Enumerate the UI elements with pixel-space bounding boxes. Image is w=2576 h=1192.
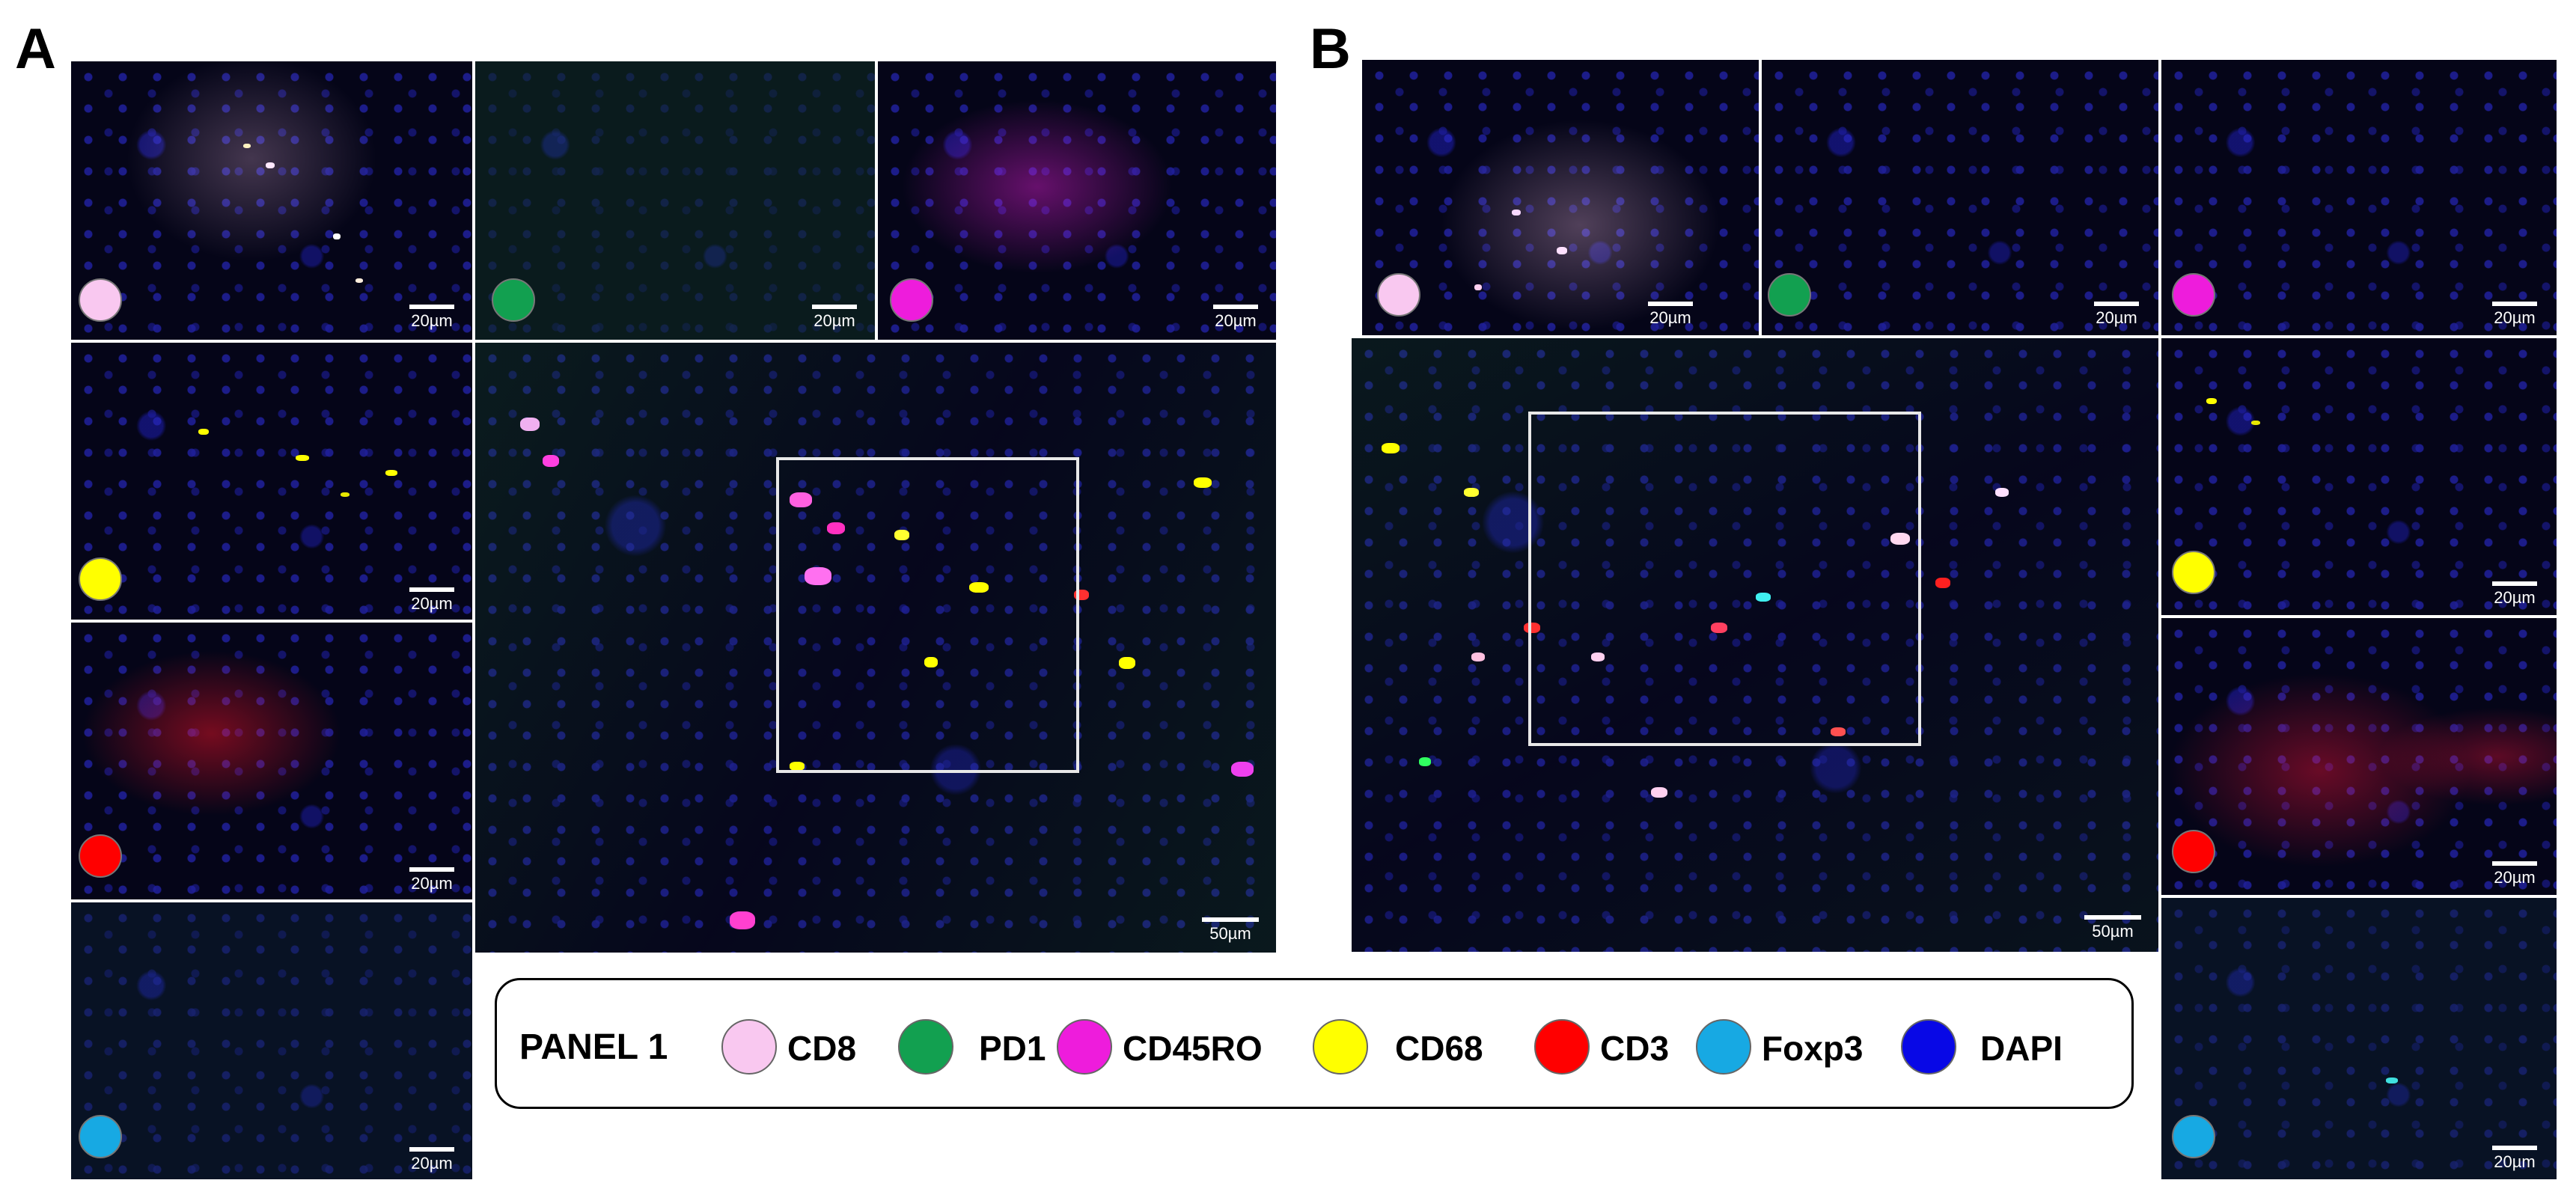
tile-a-cd45ro: 20µm	[878, 61, 1276, 340]
scale-bar: 20µm	[2088, 302, 2145, 328]
tile-a-foxp3: 20µm	[71, 902, 472, 1179]
legend-title: PANEL 1	[519, 1027, 668, 1067]
scale-bar: 20µm	[403, 587, 460, 614]
scale-bar: 50µm	[2079, 915, 2146, 941]
roi-box	[1528, 412, 1921, 746]
marker-cd68	[79, 557, 122, 601]
tile-a-cd8: 20µm	[71, 61, 472, 340]
legend-swatch	[1057, 1019, 1112, 1075]
scale-bar: 20µm	[806, 305, 863, 331]
marker-pd1	[492, 278, 535, 322]
marker-cd45ro	[2172, 273, 2215, 317]
tile-b-cd68: 20µm	[2161, 338, 2557, 615]
marker-cd8	[79, 278, 122, 322]
scale-bar: 20µm	[403, 867, 460, 893]
scale-bar: 20µm	[2486, 861, 2543, 887]
tile-b-cd8: 20µm	[1362, 60, 1759, 335]
panel-label-a: A	[15, 17, 56, 81]
legend-swatch	[721, 1019, 777, 1075]
tile-b-cd45ro: 20µm	[2161, 60, 2557, 335]
merged-image-b: 50µm	[1352, 338, 2158, 952]
legend-swatch	[1696, 1019, 1751, 1075]
scale-bar: 20µm	[1642, 302, 1699, 328]
roi-box	[776, 457, 1079, 773]
marker-foxp3	[79, 1115, 122, 1158]
scale-bar: 20µm	[2486, 302, 2543, 328]
marker-cd45ro	[890, 278, 933, 322]
marker-cd3	[2172, 830, 2215, 873]
tile-b-foxp3: 20µm	[2161, 898, 2557, 1179]
marker-cd68	[2172, 551, 2215, 594]
scale-bar: 20µm	[2486, 1146, 2543, 1172]
tile-b-cd3: 20µm	[2161, 618, 2557, 895]
tile-b-pd1: 20µm	[1762, 60, 2158, 335]
scale-bar: 20µm	[403, 1147, 460, 1173]
marker-foxp3	[2172, 1115, 2215, 1158]
tile-a-cd68: 20µm	[71, 343, 472, 620]
marker-pd1	[1768, 273, 1811, 317]
tile-a-pd1: 20µm	[475, 61, 875, 340]
legend-swatch	[1534, 1019, 1590, 1075]
marker-cd3	[79, 834, 122, 878]
scale-bar: 20µm	[403, 305, 460, 331]
marker-cd8	[1377, 273, 1420, 317]
legend-swatch	[898, 1019, 953, 1075]
merged-image-a: 50µm	[475, 343, 1276, 953]
legend-swatch	[1901, 1019, 1956, 1075]
tile-a-cd3: 20µm	[71, 623, 472, 899]
panel-label-b: B	[1310, 17, 1351, 81]
legend: PANEL 1 CD8 PD1 CD45RO CD68 CD3 Foxp3 DA…	[495, 978, 2134, 1109]
legend-swatch	[1313, 1019, 1368, 1075]
scale-bar: 20µm	[1207, 305, 1264, 331]
scale-bar: 20µm	[2486, 581, 2543, 608]
scale-bar: 50µm	[1197, 917, 1264, 944]
